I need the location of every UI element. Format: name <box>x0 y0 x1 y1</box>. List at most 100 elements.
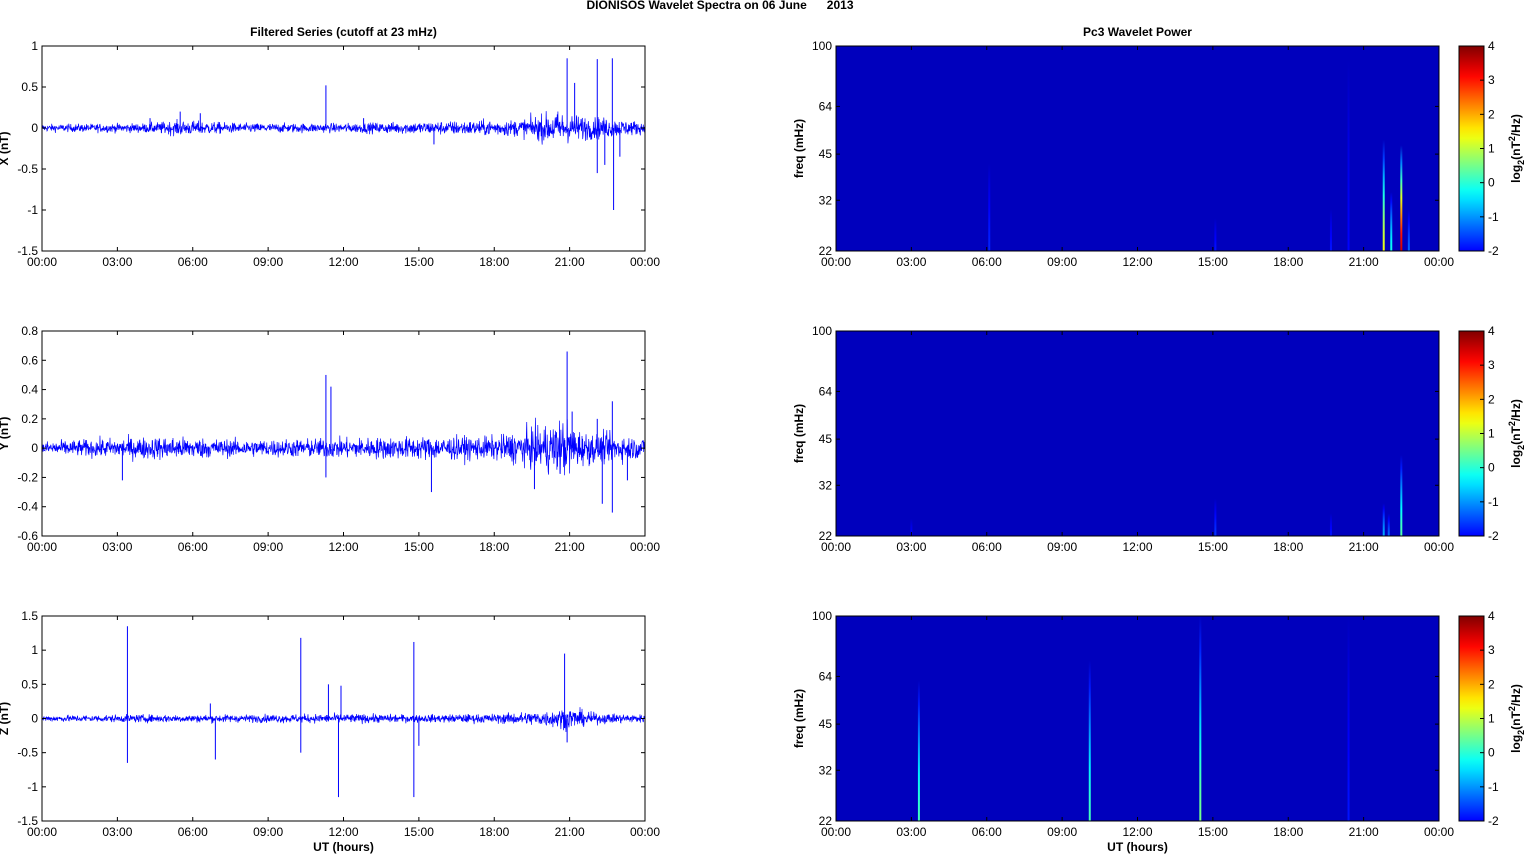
y-tick-label: 45 <box>819 717 833 731</box>
power-streak <box>1400 145 1403 251</box>
series-group <box>42 351 645 513</box>
y-axis-label: Z (nT) <box>0 702 11 735</box>
power-streak <box>1214 498 1217 536</box>
panels: 1 0.5 0 -0.5 -1 -1.5 X (nT) 00:00 03:00 06:00 09:0… <box>0 25 1525 854</box>
x-tick-label: 03:00 <box>102 255 132 269</box>
x-tick-label: 21:00 <box>1349 255 1379 269</box>
x-tick-label: 15:00 <box>1198 540 1228 554</box>
x-tick-label: 15:00 <box>1198 825 1228 839</box>
y-tick-label: 22 <box>819 244 833 258</box>
y-tick-label: -0.6 <box>17 529 38 543</box>
colorbar-tick-label: -2 <box>1488 814 1499 828</box>
colorbar-tick-label: 4 <box>1488 39 1495 53</box>
x-tick-label: 00:00 <box>27 255 57 269</box>
colorbar-tick-label: 2 <box>1488 392 1495 406</box>
series-group <box>42 626 645 798</box>
x-tick-label: 21:00 <box>555 255 585 269</box>
colorbar-tick-label: 2 <box>1488 107 1495 121</box>
x-tick-label: 06:00 <box>972 540 1002 554</box>
power-streak <box>988 163 991 251</box>
power-streak <box>1199 616 1202 821</box>
y-tick-label: 0 <box>31 441 38 455</box>
colorbar-label: log2(nT2/Hz) <box>1507 684 1525 753</box>
x-tick-label: 21:00 <box>1349 825 1379 839</box>
y-axis-label: freq (mHz) <box>792 689 806 748</box>
y-tick-label: 0 <box>31 121 38 135</box>
y-tick-label: -1 <box>27 203 38 217</box>
x-tick-label: 09:00 <box>253 540 283 554</box>
x-tick-label: 12:00 <box>328 255 358 269</box>
colorbar-tick-label: 1 <box>1488 427 1495 441</box>
x-tick-label: 12:00 <box>328 540 358 554</box>
y-tick-label: 1.5 <box>21 609 38 623</box>
x-tick-label: 18:00 <box>479 540 509 554</box>
power-streak <box>1400 455 1403 536</box>
y-tick-label: 0.4 <box>21 383 38 397</box>
y-tick-label: 0.6 <box>21 353 38 367</box>
x-tick-label: 03:00 <box>102 825 132 839</box>
x-tick-label: 03:00 <box>102 540 132 554</box>
y-tick-label: 22 <box>819 814 833 828</box>
power-streak <box>1347 60 1350 251</box>
colorbar-label: log2(nT2/Hz) <box>1507 114 1525 183</box>
y-tick-label: 1 <box>31 643 38 657</box>
y-tick-label: -1.5 <box>17 244 38 258</box>
y-tick-label: -1.5 <box>17 814 38 828</box>
x-tick-label: 03:00 <box>896 255 926 269</box>
x-tick-label: 09:00 <box>1047 540 1077 554</box>
time-series-x: 1 0.5 0 -0.5 -1 -1.5 X (nT) 00:00 03:00 06:00 09:0… <box>0 25 660 269</box>
colorbar-tick-label: -1 <box>1488 495 1499 509</box>
heatmap-background <box>836 616 1439 821</box>
x-tick-label: 09:00 <box>253 825 283 839</box>
x-tick-label: 21:00 <box>555 540 585 554</box>
x-tick-label: 15:00 <box>404 255 434 269</box>
power-streak <box>1407 209 1410 251</box>
colorbar-tick-label: -1 <box>1488 780 1499 794</box>
y-tick-label: 0.5 <box>21 80 38 94</box>
colorbar-tick-label: 4 <box>1488 609 1495 623</box>
colorbar-tick-label: 3 <box>1488 643 1495 657</box>
power-streak <box>1387 513 1390 536</box>
colorbar-tick-label: 1 <box>1488 142 1495 156</box>
power-streak <box>910 518 913 536</box>
power-streak <box>1390 192 1393 251</box>
y-tick-label: 0.8 <box>21 324 38 338</box>
x-tick-label: 06:00 <box>178 825 208 839</box>
x-tick-label: 06:00 <box>178 540 208 554</box>
colorbar-tick-label: -1 <box>1488 210 1499 224</box>
x-tick-label: 00:00 <box>630 825 660 839</box>
y-tick-label: 0.5 <box>21 677 38 691</box>
colorbar <box>1458 615 1485 822</box>
x-tick-label: 21:00 <box>1349 540 1379 554</box>
x-tick-label: 06:00 <box>972 825 1002 839</box>
time-series-z: 1.5 1 0.5 0 -0.5 -1 -1.5 Z (nT) 00:00 03:00 06:00 0… <box>0 609 660 854</box>
colorbar-tick-label: -2 <box>1488 244 1499 258</box>
y-tick-label: 0 <box>31 712 38 726</box>
panel-title: Pc3 Wavelet Power <box>1083 25 1192 39</box>
power-streak <box>1088 660 1091 821</box>
y-tick-label: -0.2 <box>17 470 38 484</box>
colorbar-tick-label: 3 <box>1488 358 1495 372</box>
x-tick-label: 06:00 <box>972 255 1002 269</box>
colorbar-tick-label: 0 <box>1488 746 1495 760</box>
x-tick-label: 09:00 <box>253 255 283 269</box>
y-tick-label: 100 <box>812 609 832 623</box>
y-tick-label: 100 <box>812 39 832 53</box>
x-tick-label: 18:00 <box>1273 825 1303 839</box>
colorbar-tick-label: 4 <box>1488 324 1495 338</box>
colorbar-label: log2(nT2/Hz) <box>1507 399 1525 468</box>
heatmap-background <box>836 46 1439 251</box>
x-tick-label: 00:00 <box>630 255 660 269</box>
x-axis-label: UT (hours) <box>313 840 374 854</box>
series-line <box>42 111 645 145</box>
x-tick-label: 03:00 <box>896 825 926 839</box>
colorbar-tick-label: 2 <box>1488 677 1495 691</box>
y-tick-label: 100 <box>812 324 832 338</box>
panel-title: Filtered Series (cutoff at 23 mHz) <box>250 25 437 39</box>
plot-frame <box>41 45 646 252</box>
y-axis-label: freq (mHz) <box>792 119 806 178</box>
x-tick-label: 18:00 <box>479 825 509 839</box>
